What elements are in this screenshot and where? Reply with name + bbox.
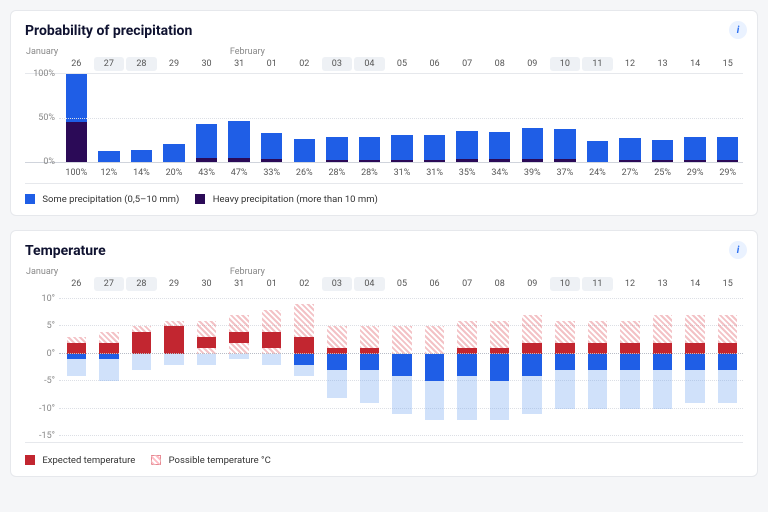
date-cell: 31 <box>224 57 255 71</box>
precip-chart: 0%50%100% <box>25 73 743 163</box>
temp-bar <box>712 293 743 442</box>
temp-bar <box>484 293 515 442</box>
date-cell: 05 <box>387 57 418 71</box>
legend-item-heavy: Heavy precipitation (more than 10 mm) <box>195 194 378 205</box>
temp-bar <box>224 293 255 442</box>
date-cell: 10 <box>550 277 581 291</box>
temp-bar <box>354 293 385 442</box>
temp-bar <box>256 293 287 442</box>
info-icon[interactable]: i <box>729 21 747 39</box>
temp-bar <box>582 293 613 442</box>
date-cell: 05 <box>387 277 418 291</box>
date-cell: 08 <box>484 57 515 71</box>
date-cell: 11 <box>582 277 613 291</box>
date-cell: 28 <box>126 57 157 71</box>
date-cell: 30 <box>191 277 222 291</box>
temp-bar <box>322 293 353 442</box>
info-icon[interactable]: i <box>729 241 747 259</box>
precip-percent-row: 100%12%14%20%43%47%33%26%28%28%31%31%35%… <box>25 165 743 184</box>
temp-bar <box>647 293 678 442</box>
legend-item-expected: Expected temperature <box>25 455 135 466</box>
date-cell: 02 <box>289 277 320 291</box>
swatch-some-icon <box>25 194 35 204</box>
date-cell: 14 <box>680 57 711 71</box>
date-cell: 26 <box>61 277 92 291</box>
date-cell: 04 <box>354 277 385 291</box>
date-row: 2627282930310102030405060708091011121314… <box>25 57 743 71</box>
month-row: JanuaryFebruary <box>25 267 743 277</box>
date-cell: 29 <box>159 277 190 291</box>
date-cell: 15 <box>712 277 743 291</box>
swatch-heavy-icon <box>195 194 205 204</box>
date-cell: 29 <box>159 57 190 71</box>
date-cell: 11 <box>582 57 613 71</box>
date-cell: 15 <box>712 57 743 71</box>
date-cell: 04 <box>354 57 385 71</box>
date-cell: 30 <box>191 57 222 71</box>
swatch-expected-icon <box>25 455 35 465</box>
date-cell: 31 <box>224 277 255 291</box>
temp-bar <box>387 293 418 442</box>
date-cell: 12 <box>615 57 646 71</box>
date-cell: 26 <box>61 57 92 71</box>
temp-title: Temperature <box>25 243 743 259</box>
swatch-possible-icon <box>151 455 161 465</box>
date-cell: 01 <box>256 57 287 71</box>
month-row: JanuaryFebruary <box>25 47 743 57</box>
date-cell: 08 <box>484 277 515 291</box>
date-cell: 13 <box>647 57 678 71</box>
date-cell: 10 <box>550 57 581 71</box>
date-cell: 06 <box>419 277 450 291</box>
legend-item-possible: Possible temperature °C <box>151 455 271 466</box>
temp-bar <box>94 293 125 442</box>
temp-bar <box>419 293 450 442</box>
date-cell: 27 <box>94 57 125 71</box>
precipitation-card: Probability of precipitation i JanuaryFe… <box>10 10 758 216</box>
date-cell: 09 <box>517 277 548 291</box>
temp-bar <box>452 293 483 442</box>
date-cell: 14 <box>680 277 711 291</box>
temperature-card: Temperature i JanuaryFebruary 2627282930… <box>10 230 758 477</box>
date-cell: 03 <box>322 57 353 71</box>
temp-y-axis: 10°5°0°-5°-10°-15° <box>25 293 59 442</box>
date-cell: 02 <box>289 57 320 71</box>
date-cell: 28 <box>126 277 157 291</box>
temp-legend: Expected temperature Possible temperatur… <box>25 455 743 466</box>
temp-bar <box>517 293 548 442</box>
date-row: 2627282930310102030405060708091011121314… <box>25 277 743 291</box>
temp-bar <box>61 293 92 442</box>
date-cell: 01 <box>256 277 287 291</box>
temp-bar <box>289 293 320 442</box>
date-cell: 06 <box>419 57 450 71</box>
precip-y-axis: 0%50%100% <box>25 74 59 162</box>
date-cell: 03 <box>322 277 353 291</box>
temp-bar <box>680 293 711 442</box>
temp-chart: 10°5°0°-5°-10°-15° <box>25 293 743 443</box>
temp-bar <box>126 293 157 442</box>
date-cell: 07 <box>452 277 483 291</box>
temp-bar <box>159 293 190 442</box>
date-cell: 12 <box>615 277 646 291</box>
temp-bar <box>550 293 581 442</box>
date-cell: 27 <box>94 277 125 291</box>
precip-legend: Some precipitation (0,5–10 mm) Heavy pre… <box>25 194 743 205</box>
temp-bar <box>615 293 646 442</box>
legend-item-some: Some precipitation (0,5–10 mm) <box>25 194 179 205</box>
date-cell: 09 <box>517 57 548 71</box>
precip-title: Probability of precipitation <box>25 23 743 39</box>
temp-bar <box>191 293 222 442</box>
date-cell: 07 <box>452 57 483 71</box>
date-cell: 13 <box>647 277 678 291</box>
